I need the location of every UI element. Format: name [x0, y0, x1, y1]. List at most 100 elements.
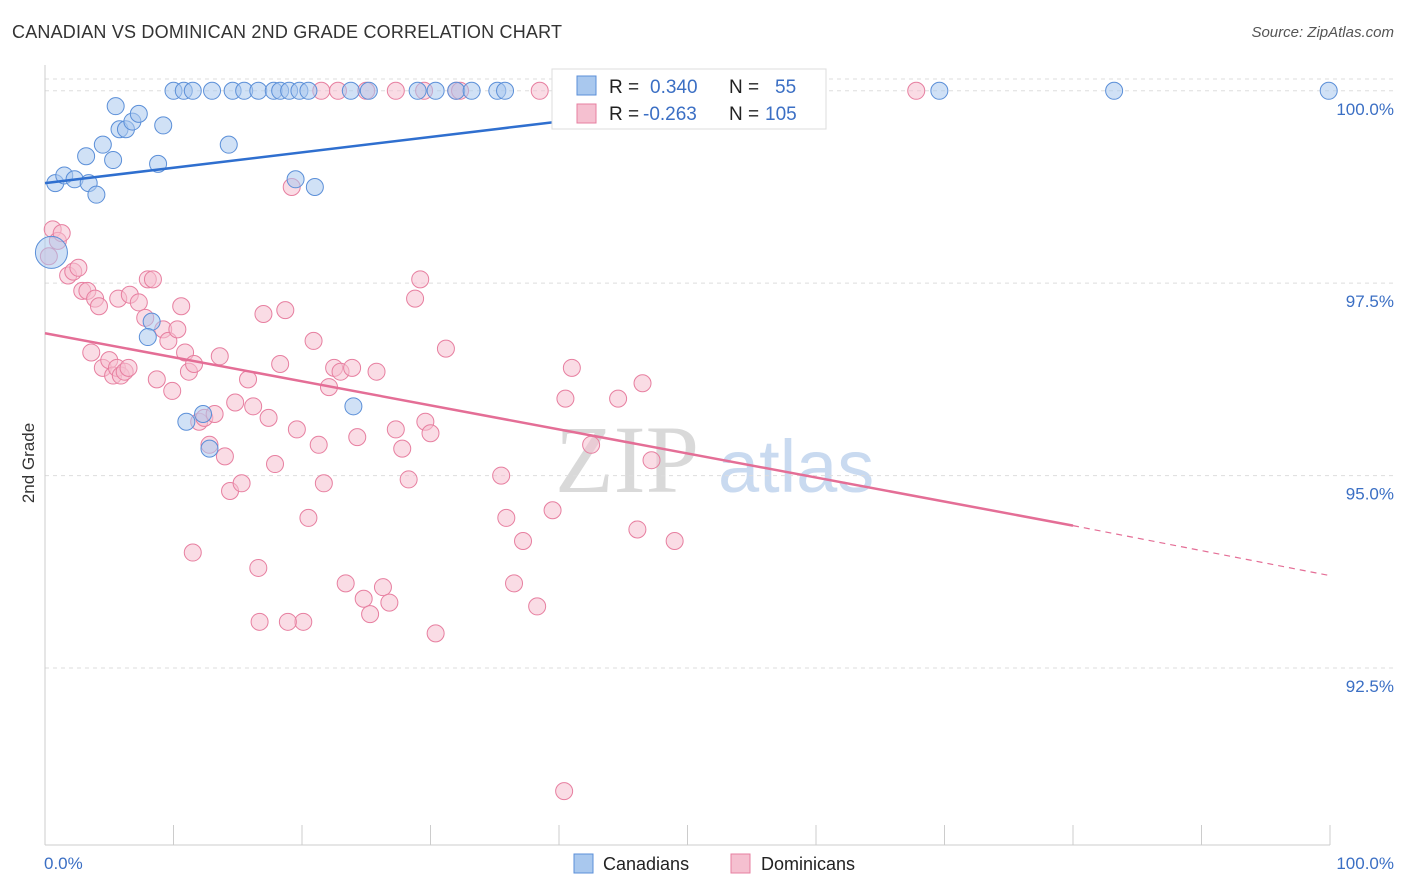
canadians-point — [1319, 81, 1338, 100]
canadians-point — [93, 135, 112, 154]
canadians-point — [183, 81, 202, 100]
dominicans-point — [907, 81, 926, 100]
canadians-point — [77, 147, 96, 166]
dominicans-point — [386, 420, 405, 439]
y-tick-label: 92.5% — [1346, 677, 1394, 696]
legend-r-value-dominicans: -0.263 — [643, 104, 697, 125]
y-tick-label: 100.0% — [1336, 100, 1394, 119]
canadians-point — [34, 235, 68, 269]
bottom-legend-label-canadians: Canadians — [603, 854, 689, 874]
canadians-point — [177, 412, 196, 431]
bottom-legend-swatch-canadians — [573, 853, 594, 874]
dominicans-point — [259, 408, 278, 427]
dominicans-point — [215, 447, 234, 466]
bottom-legend-swatch-dominicans — [730, 853, 751, 874]
canadians-point — [447, 81, 466, 100]
canadians-point — [87, 185, 106, 204]
dominicans-point — [249, 558, 268, 577]
source-label: Source: ZipAtlas.com — [1251, 24, 1394, 41]
dominicans-point — [514, 532, 533, 551]
dominicans-point — [82, 343, 101, 362]
dominicans-point — [399, 470, 418, 489]
canadians-point — [408, 81, 427, 100]
dominicans-point — [168, 320, 187, 339]
dominicans-point — [497, 508, 516, 527]
dominicans-point — [254, 304, 273, 323]
canadians-point — [496, 81, 515, 100]
dominicans-point — [304, 331, 323, 350]
dominicans-point — [299, 508, 318, 527]
dominicans-point — [143, 270, 162, 289]
dominicans-trend-extension — [1072, 525, 1331, 577]
dominicans-point — [505, 574, 524, 593]
dominicans-point — [250, 612, 269, 631]
y-tick-label: 95.0% — [1346, 485, 1394, 504]
dominicans-point — [172, 297, 191, 316]
dominicans-point — [89, 297, 108, 316]
dominicans-point — [380, 593, 399, 612]
canadians-point — [930, 81, 949, 100]
canadians-point — [194, 405, 213, 424]
legend-r-label-dominicans: R = — [609, 104, 639, 125]
dominicans-point — [582, 435, 601, 454]
y-axis-title: 2nd Grade — [19, 423, 38, 503]
dominicans-point — [69, 258, 88, 277]
legend-n-label-canadians: N = — [729, 77, 759, 98]
dominicans-point — [436, 339, 455, 358]
dominicans-point — [373, 578, 392, 597]
canadians-point — [106, 97, 125, 116]
dominicans-point — [421, 424, 440, 443]
dominicans-point — [426, 624, 445, 643]
dominicans-point — [628, 520, 647, 539]
legend-r-value-canadians: 0.340 — [650, 77, 698, 98]
dominicans-point — [119, 358, 138, 377]
dominicans-point — [528, 597, 547, 616]
dominicans-point — [609, 389, 628, 408]
dominicans-point — [555, 782, 574, 801]
canadians-point — [219, 135, 238, 154]
canadians-point — [299, 81, 318, 100]
dominicans-point — [210, 347, 229, 366]
dominicans-point — [232, 474, 251, 493]
canadians-point — [286, 170, 305, 189]
dominicans-point — [354, 589, 373, 608]
y-tick-labels: 100.0% 97.5% 95.0% 92.5% — [1336, 100, 1394, 696]
dominicans-point — [276, 301, 295, 320]
stats-legend: R = 0.340 N = 55 R = -0.263 N = 105 — [551, 68, 827, 130]
dominicans-point — [633, 374, 652, 393]
canadians-point — [359, 81, 378, 100]
canadians-point — [138, 328, 157, 347]
canadians-point — [462, 81, 481, 100]
dominicans-point — [309, 435, 328, 454]
legend-n-value-canadians: 55 — [775, 77, 796, 98]
canadians-point — [104, 151, 123, 170]
dominicans-point — [642, 451, 661, 470]
dominicans-point — [393, 439, 412, 458]
dominicans-point — [226, 393, 245, 412]
legend-r-label-canadians: R = — [609, 77, 639, 98]
dominicans-point — [163, 381, 182, 400]
y-tick-label: 97.5% — [1346, 292, 1394, 311]
legend-n-value-dominicans: 105 — [765, 104, 797, 125]
canadians-point — [1105, 81, 1124, 100]
watermark-atlas: atlas — [718, 425, 874, 508]
dominicans-point — [411, 270, 430, 289]
dominicans-point — [294, 612, 313, 631]
legend-swatch-dominicans — [576, 103, 597, 124]
canadians-point — [344, 397, 363, 416]
axes — [44, 65, 1331, 846]
dominicans-point — [287, 420, 306, 439]
canadians-point — [200, 439, 219, 458]
legend-n-label-dominicans: N = — [729, 104, 759, 125]
canadians-point — [203, 81, 222, 100]
dominicans-point — [665, 532, 684, 551]
dominicans-point — [147, 370, 166, 389]
dominicans-point — [244, 397, 263, 416]
bottom-legend: Canadians Dominicans — [573, 853, 855, 874]
dominicans-point — [406, 289, 425, 308]
dominicans-point — [266, 455, 285, 474]
dominicans-point — [129, 293, 148, 312]
dominicans-point — [183, 543, 202, 562]
canadians-point — [249, 81, 268, 100]
